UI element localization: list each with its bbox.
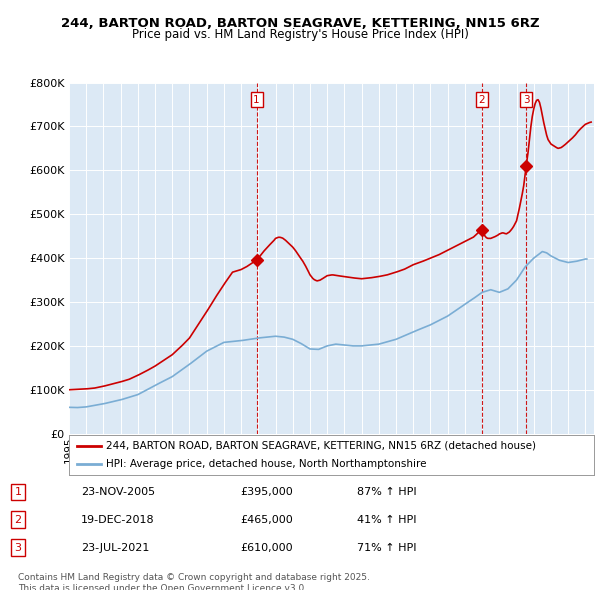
Text: 71% ↑ HPI: 71% ↑ HPI bbox=[357, 543, 416, 553]
Text: 2: 2 bbox=[478, 95, 485, 105]
Text: Contains HM Land Registry data © Crown copyright and database right 2025.
This d: Contains HM Land Registry data © Crown c… bbox=[18, 573, 370, 590]
Text: £465,000: £465,000 bbox=[240, 515, 293, 525]
Text: 41% ↑ HPI: 41% ↑ HPI bbox=[357, 515, 416, 525]
Text: 23-JUL-2021: 23-JUL-2021 bbox=[81, 543, 149, 553]
Text: 19-DEC-2018: 19-DEC-2018 bbox=[81, 515, 155, 525]
Text: 1: 1 bbox=[14, 487, 22, 497]
Text: 244, BARTON ROAD, BARTON SEAGRAVE, KETTERING, NN15 6RZ: 244, BARTON ROAD, BARTON SEAGRAVE, KETTE… bbox=[61, 17, 539, 30]
Text: 23-NOV-2005: 23-NOV-2005 bbox=[81, 487, 155, 497]
Text: 87% ↑ HPI: 87% ↑ HPI bbox=[357, 487, 416, 497]
Text: £610,000: £610,000 bbox=[240, 543, 293, 553]
Text: 3: 3 bbox=[523, 95, 529, 105]
Text: Price paid vs. HM Land Registry's House Price Index (HPI): Price paid vs. HM Land Registry's House … bbox=[131, 28, 469, 41]
Text: 244, BARTON ROAD, BARTON SEAGRAVE, KETTERING, NN15 6RZ (detached house): 244, BARTON ROAD, BARTON SEAGRAVE, KETTE… bbox=[106, 441, 536, 451]
Text: 3: 3 bbox=[14, 543, 22, 553]
Text: 1: 1 bbox=[253, 95, 260, 105]
Text: £395,000: £395,000 bbox=[240, 487, 293, 497]
Text: HPI: Average price, detached house, North Northamptonshire: HPI: Average price, detached house, Nort… bbox=[106, 459, 426, 469]
Text: 2: 2 bbox=[14, 515, 22, 525]
